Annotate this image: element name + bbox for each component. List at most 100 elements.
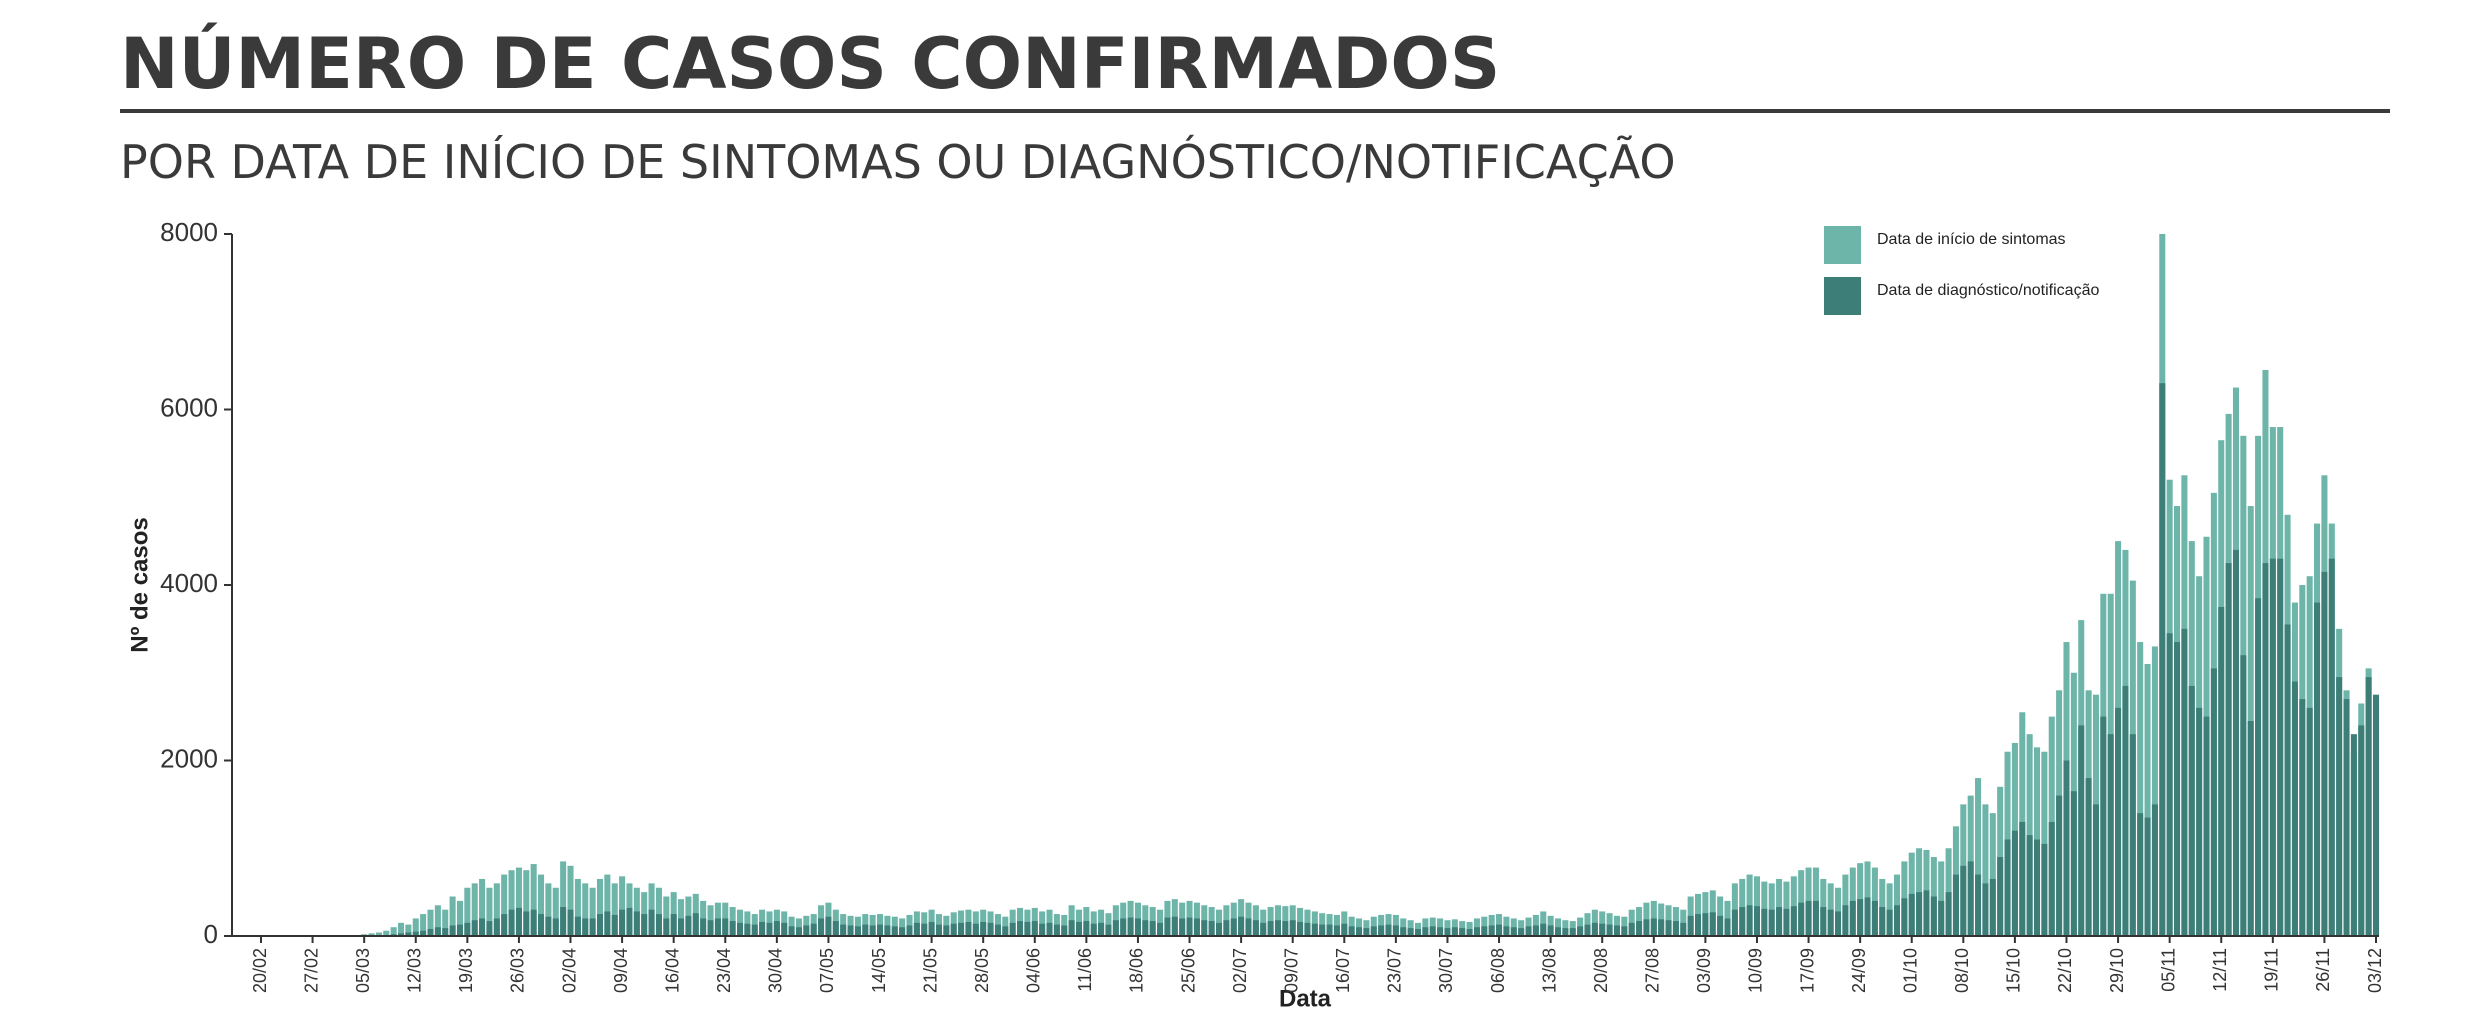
bar (1871, 900, 1878, 936)
bar (596, 878, 604, 936)
bar (471, 883, 478, 936)
bar (877, 924, 884, 936)
bar (2137, 642, 2144, 936)
x-tick-label: 28/05 (972, 948, 992, 993)
bar (1790, 906, 1797, 936)
bar (1149, 921, 1156, 936)
bar (906, 925, 913, 936)
bar (538, 874, 545, 936)
bar (1098, 922, 1105, 936)
bar (1510, 927, 1517, 936)
bar (1628, 922, 1635, 936)
bar (2056, 795, 2063, 936)
bar (2129, 734, 2136, 936)
bar (1201, 920, 1208, 936)
bar (2240, 655, 2247, 936)
bar (862, 924, 869, 936)
bar (501, 914, 508, 936)
bar (1466, 928, 1473, 936)
x-tick-label: 16/07 (1333, 948, 1353, 993)
bar (810, 923, 817, 936)
bar (574, 916, 581, 936)
bar (2343, 699, 2350, 936)
bar (2218, 606, 2225, 936)
bar (1540, 911, 1547, 936)
bar (1916, 892, 1923, 936)
bar (1606, 924, 1613, 936)
bar (1982, 883, 1989, 936)
bar (759, 921, 766, 936)
bar (560, 861, 567, 936)
bar (574, 878, 581, 936)
bar (2004, 839, 2011, 936)
bar (486, 921, 493, 936)
bar (2314, 602, 2321, 936)
bar (2188, 685, 2195, 936)
bar (1739, 907, 1746, 936)
bar (1429, 926, 1436, 936)
bar (1157, 922, 1164, 936)
bar (1120, 918, 1127, 936)
x-tick-label: 20/08 (1591, 948, 1611, 993)
bar (1238, 916, 1245, 936)
bar (921, 923, 928, 936)
bar (464, 922, 471, 936)
bar (427, 909, 434, 936)
bar (2255, 598, 2262, 936)
bar (1599, 923, 1606, 936)
x-tick-label: 07/05 (817, 948, 837, 993)
bar (2159, 383, 2166, 936)
bar (1798, 902, 1805, 936)
x-tick-label: 09/04 (611, 948, 631, 993)
bar (2144, 817, 2151, 936)
bar (2365, 677, 2372, 936)
bar (1437, 927, 1444, 936)
bar (1982, 804, 1989, 936)
bar (1341, 911, 1348, 936)
bar (589, 887, 596, 936)
bar (545, 883, 552, 936)
bar (1407, 928, 1414, 936)
bar (619, 909, 626, 936)
bar (1053, 924, 1060, 936)
bar (1923, 890, 1930, 936)
bar (375, 932, 382, 936)
bar (1319, 924, 1326, 936)
bar (493, 918, 500, 936)
bar (1901, 898, 1908, 936)
bar (670, 914, 677, 936)
bar (1753, 906, 1760, 936)
bar (2166, 633, 2173, 936)
bar (368, 933, 375, 936)
x-tick-label: 26/03 (508, 948, 528, 993)
bar (530, 909, 537, 936)
bar (1208, 921, 1215, 936)
bar (935, 924, 943, 936)
bar (1636, 921, 1643, 936)
bar (2078, 725, 2085, 936)
bar (1827, 909, 1834, 936)
bar (567, 909, 574, 936)
bar (1400, 927, 1407, 936)
bar (1886, 909, 1893, 936)
bar (596, 914, 604, 936)
legend-swatch (1824, 226, 1861, 264)
x-tick-label: 29/10 (2107, 948, 2127, 993)
bar (847, 925, 854, 936)
x-tick-label: 04/06 (1024, 948, 1044, 993)
bar (434, 905, 441, 936)
x-tick-label: 05/03 (353, 948, 373, 993)
bar (582, 918, 589, 936)
bar (2085, 778, 2092, 936)
bar (1975, 874, 1982, 936)
bar (567, 865, 574, 936)
x-tick-label: 30/07 (1436, 948, 1456, 993)
bar (648, 909, 655, 936)
bar (2011, 830, 2018, 936)
bar (1223, 920, 1230, 936)
bar (700, 918, 707, 936)
bar (2092, 804, 2099, 936)
bar (2277, 558, 2284, 936)
bar (1245, 918, 1252, 936)
bar (515, 867, 522, 936)
